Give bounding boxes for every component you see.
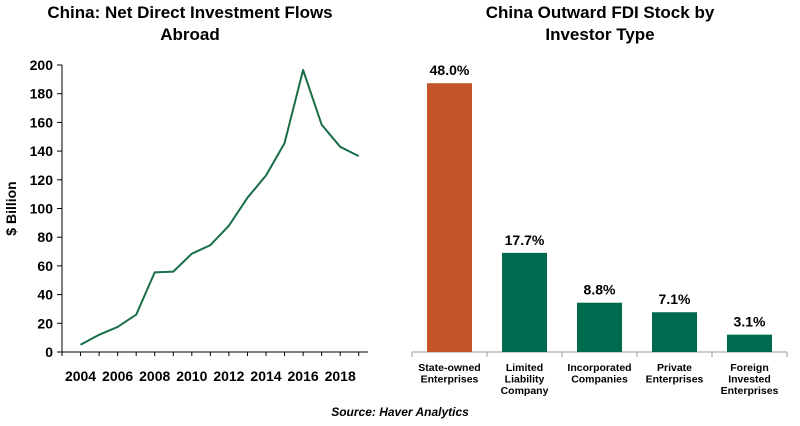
bar — [577, 302, 622, 352]
bar-category-label: Liability — [505, 374, 545, 386]
bar-chart-title: China Outward FDI Stock by Investor Type — [400, 2, 800, 46]
bar-category-label: Foreign — [730, 362, 769, 374]
bar-value-label: 8.8% — [584, 282, 616, 298]
bar-category-label: Incorporated — [567, 362, 631, 374]
bar-chart-title-line2: Investor Type — [545, 25, 655, 44]
bar — [427, 83, 472, 352]
y-tick-label: 120 — [30, 172, 54, 188]
y-tick-label: 60 — [37, 258, 53, 274]
x-tick-label: 2008 — [139, 368, 170, 384]
bar-chart-title-line1: China Outward FDI Stock by — [485, 3, 715, 22]
x-tick-label: 2014 — [250, 368, 281, 384]
x-tick-label: 2012 — [213, 368, 244, 384]
y-tick-label: 140 — [30, 143, 54, 159]
line-chart-title-line2: Abroad — [160, 25, 220, 44]
y-tick-label: 20 — [37, 315, 53, 331]
bar-value-label: 17.7% — [505, 232, 545, 248]
bar-value-label: 3.1% — [734, 314, 766, 330]
bar-category-label: Company — [501, 385, 549, 397]
x-tick-label: 2004 — [65, 368, 96, 384]
net-fdi-flows-line — [80, 69, 360, 346]
bar-category-label: State-owned — [418, 362, 480, 374]
bar-value-label: 48.0% — [430, 62, 470, 78]
x-tick-label: 2010 — [176, 368, 207, 384]
bar-category-label: Private — [657, 362, 692, 374]
y-tick-label: 40 — [37, 287, 53, 303]
bar-category-label: Enterprises — [421, 374, 479, 386]
bar-category-label: Invested — [728, 374, 771, 386]
x-tick-label: 2018 — [325, 368, 356, 384]
line-chart-title-line1: China: Net Direct Investment Flows — [47, 3, 333, 22]
source-note: Source: Haver Analytics — [331, 405, 469, 419]
line-chart-title: China: Net Direct Investment Flows Abroa… — [0, 2, 380, 46]
x-tick-label: 2016 — [288, 368, 319, 384]
bar — [652, 312, 697, 352]
bar-category-label: Enterprises — [646, 374, 704, 386]
y-tick-label: 180 — [30, 86, 54, 102]
x-tick-label: 2006 — [102, 368, 133, 384]
bar — [502, 252, 547, 352]
y-tick-label: 160 — [30, 114, 54, 130]
bar-category-label: Companies — [571, 374, 628, 386]
y-tick-label: 100 — [30, 201, 54, 217]
y-tick-label: 80 — [37, 229, 53, 245]
bar-value-label: 7.1% — [659, 291, 691, 307]
bar-category-label: Enterprises — [721, 385, 779, 397]
y-tick-label: 200 — [30, 57, 54, 73]
y-axis-label: $ Billion — [3, 181, 19, 235]
y-tick-label: 0 — [45, 344, 53, 360]
bar-category-label: Limited — [506, 362, 543, 374]
bar — [727, 334, 772, 352]
